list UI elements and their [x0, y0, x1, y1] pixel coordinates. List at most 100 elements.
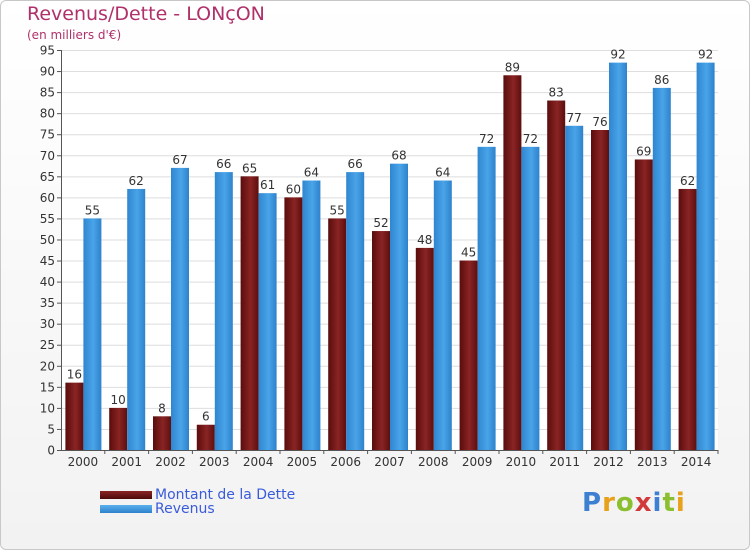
x-tick-label: 2009	[462, 455, 493, 469]
chart-subtitle: (en milliers d'€)	[27, 28, 122, 42]
legend-swatch-revenue	[100, 505, 152, 513]
data-label-debt: 76	[592, 115, 607, 129]
y-tick-label: 80	[40, 107, 55, 121]
y-tick-label: 15	[40, 380, 55, 394]
legend-item-revenue: Revenus	[100, 502, 215, 516]
bar-debt	[328, 218, 347, 450]
y-tick-label: 60	[40, 191, 55, 205]
bars-group	[65, 62, 715, 451]
chart-title: Revenus/Dette - LONçON	[27, 3, 265, 25]
legend-label-revenue: Revenus	[155, 501, 215, 517]
bar-debt	[678, 188, 697, 450]
x-tick-label: 2000	[68, 455, 99, 469]
data-label-debt: 83	[549, 86, 564, 100]
bar-debt	[591, 130, 609, 450]
bar-revenue	[302, 180, 321, 451]
y-tick-label: 20	[40, 359, 55, 373]
bar-revenue	[477, 146, 496, 450]
bar-debt	[196, 424, 215, 450]
data-label-revenue: 86	[654, 73, 669, 87]
data-label-revenue: 77	[567, 111, 582, 125]
data-label-debt: 52	[373, 216, 388, 230]
x-tick-label: 2003	[199, 455, 230, 469]
bar-debt	[240, 176, 259, 450]
data-label-revenue: 92	[610, 48, 625, 62]
bar-debt	[109, 407, 128, 450]
bar-debt	[284, 197, 303, 450]
proxiti-logo: Proxiti	[582, 488, 686, 518]
x-tick-label: 2001	[111, 455, 142, 469]
bar-debt	[65, 382, 84, 450]
y-tick-label: 25	[40, 338, 55, 352]
data-label-debt: 55	[330, 203, 345, 217]
data-label-debt: 10	[111, 393, 126, 407]
bar-debt	[547, 100, 566, 451]
data-label-debt: 48	[417, 233, 432, 247]
x-tick-label: 2011	[549, 455, 580, 469]
data-label-revenue: 67	[172, 153, 187, 167]
data-label-revenue: 62	[129, 174, 144, 188]
bar-revenue	[258, 193, 277, 450]
data-label-debt: 8	[158, 401, 166, 415]
data-label-revenue: 55	[85, 203, 100, 217]
x-tick-label: 2007	[374, 455, 405, 469]
bar-revenue	[609, 62, 627, 450]
data-label-debt: 65	[242, 161, 257, 175]
y-tick-label: 65	[40, 170, 55, 184]
bar-debt	[153, 416, 171, 450]
legend-item-debt: Montant de la Dette	[100, 488, 295, 502]
data-label-debt: 45	[461, 246, 476, 260]
data-label-revenue: 72	[479, 132, 494, 146]
bar-revenue	[652, 87, 671, 450]
data-label-debt: 16	[67, 368, 82, 382]
axes: 0 5 10 15 20 25 30 35 40 45 50 55 60 65 70 75 80 85 90 95 20…	[40, 44, 719, 469]
x-tick-label: 2012	[593, 455, 624, 469]
bar-revenue	[83, 218, 102, 450]
data-label-revenue: 66	[216, 157, 231, 171]
data-label-revenue: 66	[348, 157, 363, 171]
data-label-debt: 89	[505, 60, 520, 74]
y-tick-label: 30	[40, 317, 55, 331]
y-tick-label: 35	[40, 296, 55, 310]
bar-debt	[415, 247, 434, 450]
bar-revenue	[696, 62, 715, 450]
y-tick-label: 75	[40, 128, 55, 142]
x-tick-label: 2002	[155, 455, 186, 469]
y-tick-label: 0	[47, 444, 55, 458]
data-label-revenue: 64	[304, 166, 319, 180]
y-tick-label: 55	[40, 212, 55, 226]
data-label-revenue: 61	[260, 178, 275, 192]
y-tick-label: 70	[40, 149, 55, 163]
legend-swatch-debt	[100, 491, 152, 499]
bar-revenue	[433, 180, 452, 451]
data-label-debt: 6	[202, 410, 210, 424]
bar-debt	[459, 260, 478, 450]
data-label-revenue: 64	[435, 166, 450, 180]
bar-revenue	[565, 125, 584, 450]
bar-debt	[634, 159, 653, 450]
y-tick-label: 85	[40, 86, 55, 100]
y-tick-label: 10	[40, 401, 55, 415]
bar-debt	[372, 231, 390, 450]
data-label-revenue: 68	[391, 149, 406, 163]
x-tick-label: 2004	[243, 455, 274, 469]
x-tick-label: 2005	[287, 455, 318, 469]
bar-revenue	[390, 163, 408, 450]
bar-debt	[503, 75, 522, 451]
y-tick-label: 50	[40, 233, 55, 247]
x-tick-label: 2014	[681, 455, 712, 469]
x-tick-label: 2013	[637, 455, 668, 469]
data-label-debt: 60	[286, 182, 301, 196]
y-tick-label: 40	[40, 275, 55, 289]
x-tick-label: 2010	[506, 455, 537, 469]
bar-revenue	[521, 146, 540, 450]
data-label-revenue: 72	[523, 132, 538, 146]
bar-revenue	[127, 188, 146, 450]
bar-revenue	[346, 172, 365, 450]
bar-revenue	[214, 172, 233, 450]
legend-label-debt: Montant de la Dette	[155, 487, 296, 503]
y-tick-label: 95	[40, 44, 55, 58]
y-tick-label: 45	[40, 254, 55, 268]
